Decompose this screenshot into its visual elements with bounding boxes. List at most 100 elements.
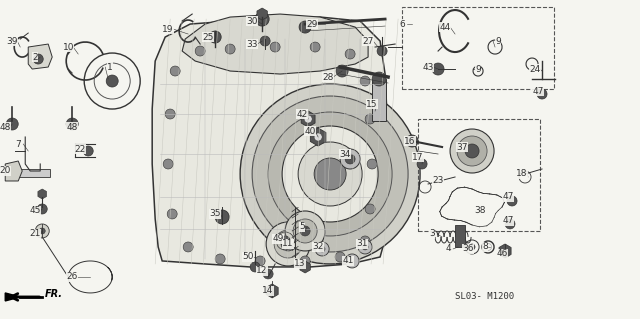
- Circle shape: [252, 96, 408, 252]
- Bar: [418, 119, 540, 231]
- Circle shape: [345, 154, 355, 164]
- Circle shape: [314, 158, 346, 190]
- Circle shape: [163, 159, 173, 169]
- Circle shape: [345, 254, 359, 268]
- Circle shape: [298, 142, 362, 206]
- Text: 43: 43: [422, 63, 434, 71]
- Text: 44: 44: [440, 23, 451, 32]
- Circle shape: [377, 46, 387, 56]
- Text: 6: 6: [399, 19, 405, 28]
- Text: 33: 33: [246, 40, 258, 48]
- Circle shape: [340, 149, 360, 169]
- Circle shape: [417, 159, 427, 169]
- Text: 5: 5: [300, 222, 305, 232]
- Text: 21: 21: [29, 229, 41, 239]
- Circle shape: [335, 252, 345, 262]
- Text: 24: 24: [529, 64, 541, 74]
- Circle shape: [360, 236, 370, 246]
- Circle shape: [360, 76, 370, 86]
- Text: 7: 7: [15, 139, 21, 149]
- Circle shape: [365, 114, 375, 124]
- Circle shape: [293, 219, 317, 243]
- Circle shape: [314, 133, 322, 141]
- Text: 32: 32: [312, 242, 324, 251]
- Circle shape: [66, 118, 78, 130]
- Text: 35: 35: [209, 210, 221, 219]
- Text: 20: 20: [0, 167, 11, 175]
- Circle shape: [469, 244, 475, 250]
- Text: 49: 49: [273, 234, 284, 243]
- Text: SL03- M1200: SL03- M1200: [456, 292, 515, 301]
- Circle shape: [165, 109, 175, 119]
- Circle shape: [39, 228, 45, 234]
- Text: 45: 45: [29, 206, 41, 215]
- Text: 16: 16: [404, 137, 416, 145]
- Text: 27: 27: [362, 37, 374, 46]
- Circle shape: [299, 21, 311, 33]
- Circle shape: [365, 204, 375, 214]
- Circle shape: [33, 54, 44, 64]
- Circle shape: [183, 242, 193, 252]
- Text: 26: 26: [67, 272, 78, 281]
- Circle shape: [319, 246, 325, 252]
- Circle shape: [263, 269, 273, 279]
- Circle shape: [280, 236, 290, 246]
- Text: 41: 41: [342, 256, 354, 265]
- Text: 47: 47: [502, 217, 514, 226]
- Circle shape: [505, 219, 515, 229]
- Circle shape: [457, 136, 487, 166]
- Circle shape: [266, 222, 310, 266]
- Text: 10: 10: [63, 42, 74, 52]
- Text: 13: 13: [294, 259, 306, 269]
- Text: 8: 8: [482, 242, 488, 251]
- Text: 42: 42: [296, 109, 308, 119]
- Text: 2: 2: [33, 53, 38, 62]
- Circle shape: [215, 210, 229, 224]
- Text: 1: 1: [108, 63, 113, 71]
- Circle shape: [6, 118, 18, 130]
- Circle shape: [367, 159, 377, 169]
- Circle shape: [537, 89, 547, 99]
- Circle shape: [432, 63, 444, 75]
- Circle shape: [465, 144, 479, 158]
- Polygon shape: [5, 161, 22, 181]
- Text: 9: 9: [495, 37, 501, 46]
- Circle shape: [250, 262, 260, 272]
- Polygon shape: [28, 44, 52, 69]
- Circle shape: [225, 44, 235, 54]
- Text: 29: 29: [307, 19, 318, 28]
- Circle shape: [372, 72, 386, 86]
- Text: 36: 36: [462, 244, 474, 254]
- Text: 25: 25: [202, 33, 214, 41]
- Circle shape: [255, 12, 269, 26]
- Circle shape: [240, 84, 420, 264]
- Text: 46: 46: [497, 249, 508, 258]
- Text: 12: 12: [257, 266, 268, 276]
- Circle shape: [215, 254, 225, 264]
- Circle shape: [281, 237, 295, 251]
- Circle shape: [300, 226, 310, 236]
- Circle shape: [170, 66, 180, 76]
- Polygon shape: [182, 14, 368, 74]
- Text: 14: 14: [262, 286, 274, 295]
- Text: 30: 30: [246, 17, 258, 26]
- Bar: [455, 225, 465, 247]
- Circle shape: [268, 112, 392, 236]
- Circle shape: [195, 46, 205, 56]
- Circle shape: [255, 256, 265, 266]
- Text: 47: 47: [502, 192, 514, 202]
- Bar: [372, 79, 386, 121]
- Circle shape: [270, 42, 280, 52]
- Text: 18: 18: [516, 169, 528, 179]
- Text: 48: 48: [0, 122, 11, 131]
- Circle shape: [304, 115, 312, 123]
- Circle shape: [507, 196, 517, 206]
- Circle shape: [406, 135, 418, 147]
- Text: 38: 38: [474, 206, 486, 215]
- Circle shape: [106, 75, 118, 87]
- Circle shape: [37, 204, 47, 214]
- Text: FR.: FR.: [45, 289, 63, 299]
- Text: 9: 9: [475, 64, 481, 74]
- Text: 31: 31: [356, 240, 368, 249]
- Text: 19: 19: [163, 25, 174, 33]
